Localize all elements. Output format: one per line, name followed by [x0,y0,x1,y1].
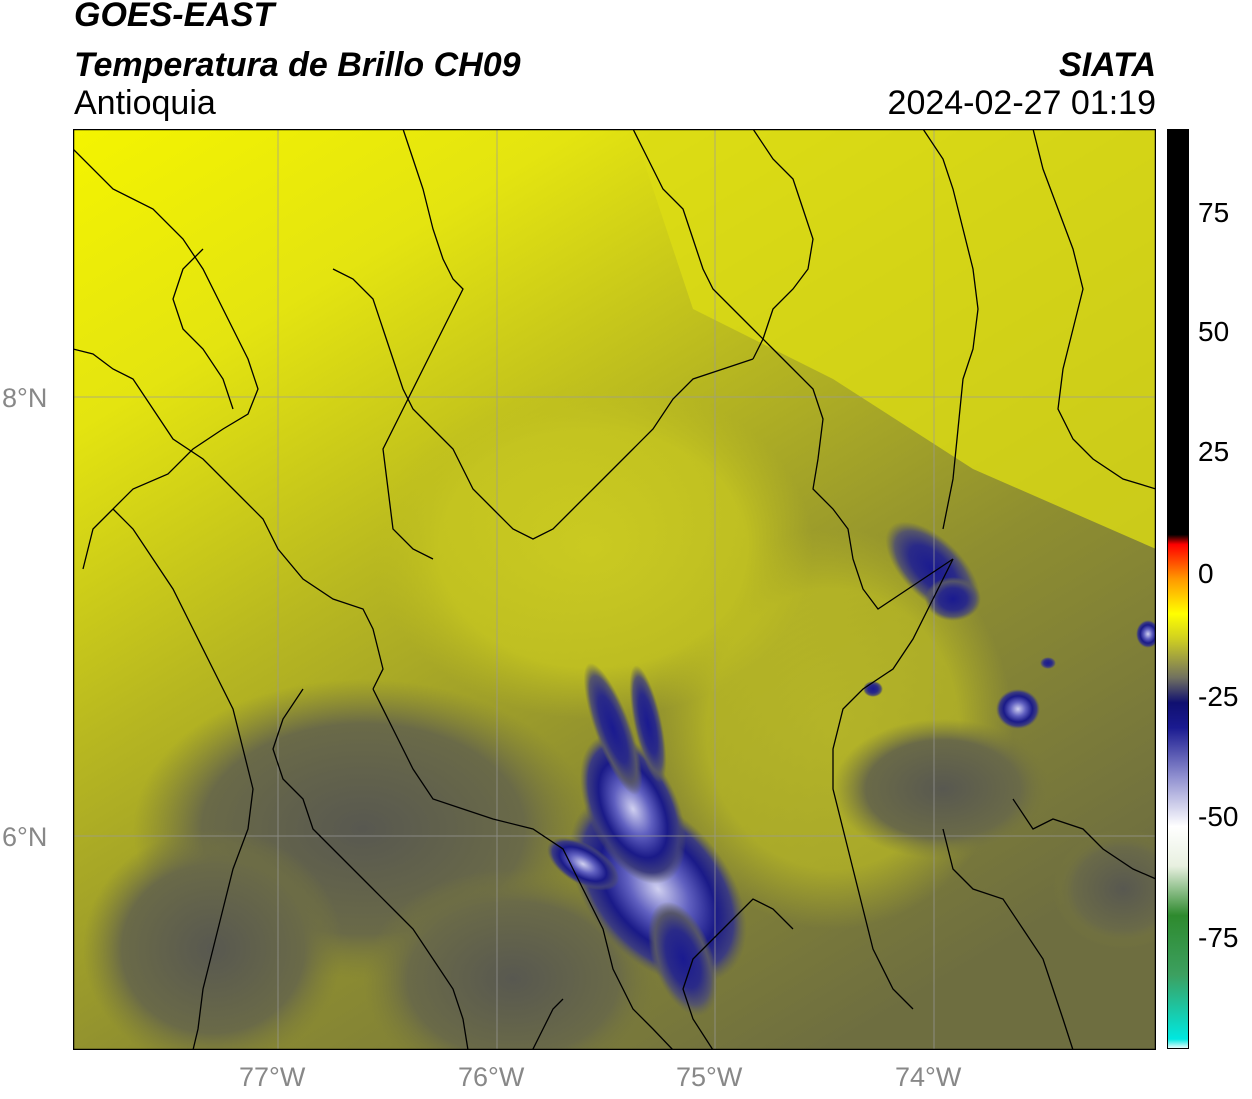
colorbar-label-50: 50 [1198,316,1230,347]
lon-label-75w: 75°W [676,1062,743,1092]
convective-storm-central [546,662,747,1017]
lon-label-77w: 77°W [239,1062,306,1092]
satellite-name: GOES-EAST [74,0,275,34]
lon-label-74w: 74°W [895,1062,962,1092]
colorbar-label-75: 75 [1198,197,1230,228]
brightness-temperature-map [72,128,1193,1089]
gridlines [73,129,1156,1050]
lon-label-76w: 76°W [458,1062,525,1092]
map-frame [72,128,1157,1051]
colorbar-label-minus75: -75 [1198,922,1239,953]
colorbar [1167,129,1189,1049]
organization-name: SIATA [1059,46,1156,84]
lat-label-8n: 8°N [2,383,48,413]
convective-cells-east [996,620,1160,729]
product-title: Temperatura de Brillo CH09 [74,46,521,84]
colorbar-label-0: 0 [1198,558,1214,589]
timestamp: 2024-02-27 01:19 [887,84,1156,122]
map-panel[interactable] [72,128,1193,1089]
colorbar-label-minus50: -50 [1198,801,1239,832]
colorbar-label-25: 25 [1198,436,1230,467]
region-name: Antioquia [74,84,216,122]
colorbar-label-minus25: -25 [1198,681,1239,712]
lat-label-6n: 6°N [2,822,48,852]
colorbar-gradient [1167,129,1189,1049]
